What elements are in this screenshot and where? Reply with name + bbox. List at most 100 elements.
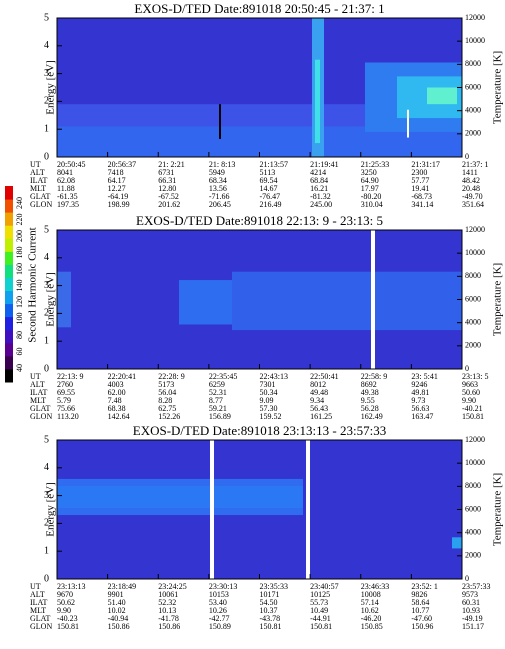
y-tick-label: 5 — [44, 12, 49, 23]
row-label: ILAT — [30, 176, 47, 185]
row-label: UT — [30, 582, 41, 591]
y2-tick-label: 12000 — [465, 225, 485, 234]
y-tick-label: 4 — [44, 252, 49, 263]
cell: 68.84 — [310, 176, 328, 185]
cell: 58.64 — [411, 598, 429, 607]
y2-tick-label: 8000 — [465, 271, 481, 280]
cell: 52.32 — [158, 598, 176, 607]
colorbar-tick-label: 160 — [15, 263, 24, 275]
cell: 10153 — [209, 590, 229, 599]
cell: 22:13: 9 — [57, 372, 83, 381]
row-label: GLAT — [30, 404, 51, 413]
cell: -80.20 — [361, 192, 382, 201]
cell: 150.81 — [462, 412, 484, 421]
cell: 75.66 — [57, 404, 75, 413]
cell: -44.91 — [310, 614, 331, 623]
colorbar-segment — [5, 355, 13, 370]
cell: 20:50:45 — [57, 160, 85, 169]
colorbar-tick-label: 180 — [15, 247, 24, 259]
cell: 150.86 — [158, 622, 180, 631]
cell: 5113 — [260, 168, 276, 177]
y-axis-label: Energy [eV] — [45, 272, 57, 326]
spectrogram-feature — [232, 271, 462, 331]
cell: -49.19 — [462, 614, 483, 623]
spectrogram-feature — [315, 59, 320, 144]
row-label: UT — [30, 160, 41, 169]
cell: 216.49 — [260, 200, 282, 209]
colorbar-tick-label: 60 — [15, 348, 24, 356]
cell: 64.90 — [361, 176, 379, 185]
cell: 9663 — [462, 380, 478, 389]
cell: 53.40 — [209, 598, 227, 607]
spectrogram-feature — [57, 271, 71, 328]
colorbar-tick-label: 220 — [15, 214, 24, 226]
cell: 21:25:33 — [361, 160, 389, 169]
y2-tick-label: 4000 — [465, 527, 481, 536]
y2-axis-label: Temperature [K] — [492, 263, 504, 336]
cell: 22:35:45 — [209, 372, 237, 381]
colorbar-tick-label: 240 — [15, 197, 24, 209]
cell: 22:20:41 — [108, 372, 136, 381]
cell: 245.00 — [310, 200, 332, 209]
cell: 162.49 — [361, 412, 383, 421]
cell: -47.60 — [411, 614, 432, 623]
cell: 5.79 — [57, 396, 71, 405]
cell: 2300 — [411, 168, 427, 177]
cell: 21: 8:13 — [209, 160, 235, 169]
cell: 56.63 — [411, 404, 429, 413]
panel-title: EXOS-D/TED Date:891018 20:50:45 - 21:37:… — [134, 1, 384, 16]
colorbar-segment — [5, 329, 13, 344]
cell: 50.34 — [260, 388, 278, 397]
cell: 10125 — [310, 590, 330, 599]
cell: 161.25 — [310, 412, 332, 421]
cell: 9573 — [462, 590, 478, 599]
y2-tick-label: 2000 — [465, 129, 481, 138]
cell: 48.42 — [462, 176, 480, 185]
y-tick-label: 5 — [44, 434, 49, 445]
colorbar-segment — [5, 186, 13, 200]
cell: 152.26 — [158, 412, 180, 421]
y-tick-label: 3 — [44, 490, 49, 501]
y2-tick-label: 6000 — [465, 82, 481, 91]
cell: 10.02 — [108, 606, 126, 615]
cell: 21:13:57 — [260, 160, 288, 169]
cell: 23:35:33 — [260, 582, 288, 591]
row-label: MLT — [30, 396, 46, 405]
panel-title: EXOS-D/TED Date:891018 22:13: 9 - 23:13:… — [136, 213, 383, 228]
cell: 2760 — [57, 380, 73, 389]
cell: 69.54 — [260, 176, 278, 185]
y-tick-label: 1 — [44, 335, 49, 346]
cell: 310.04 — [361, 200, 383, 209]
y-tick-label: 2 — [44, 308, 49, 319]
y2-tick-label: 0 — [465, 152, 469, 161]
cell: 159.52 — [260, 412, 282, 421]
cell: 68.38 — [108, 404, 126, 413]
cell: 150.85 — [361, 622, 383, 631]
cell: 22:50:41 — [310, 372, 338, 381]
cell: 54.50 — [260, 598, 278, 607]
spectrogram-feature — [407, 109, 409, 138]
spectrogram-feature — [57, 485, 303, 509]
cell: 23:13:13 — [57, 582, 85, 591]
colorbar-tick-label: 140 — [15, 280, 24, 292]
row-label: GLON — [30, 200, 52, 209]
y2-tick-label: 2000 — [465, 341, 481, 350]
cell: 4214 — [310, 168, 326, 177]
y2-tick-label: 8000 — [465, 481, 481, 490]
cell: 8692 — [361, 380, 377, 389]
cell: 19.41 — [411, 184, 429, 193]
cell: 10.37 — [260, 606, 278, 615]
cell: 20.48 — [462, 184, 480, 193]
y-tick-label: 1 — [44, 123, 49, 134]
colorbar-segment — [5, 277, 13, 292]
colorbar-tick-label: 200 — [15, 230, 24, 242]
spectrogram-feature — [210, 440, 214, 579]
y-tick-label: 4 — [44, 462, 49, 473]
cell: 7.48 — [108, 396, 122, 405]
cell: 6259 — [209, 380, 225, 389]
colorbar-segment — [5, 238, 13, 252]
cell: 59.21 — [209, 404, 227, 413]
cell: 49.48 — [310, 388, 328, 397]
cell: 201.62 — [158, 200, 180, 209]
